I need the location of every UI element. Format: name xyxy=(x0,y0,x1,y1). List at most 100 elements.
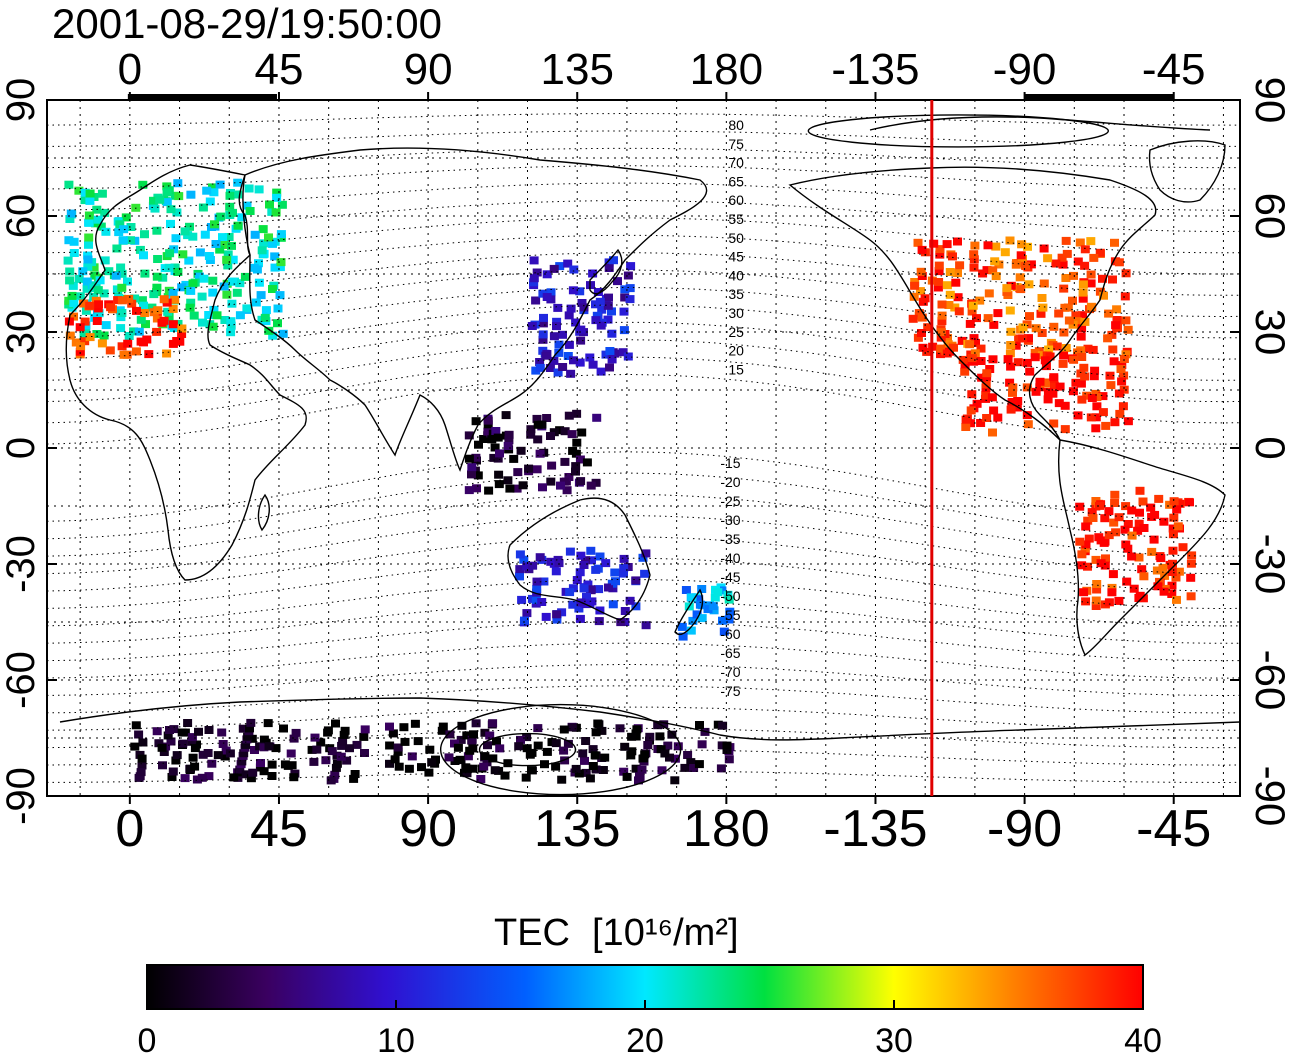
tec-cell-south-america xyxy=(1172,595,1181,604)
tec-cell-north-america xyxy=(908,314,918,323)
tec-cell-australia xyxy=(522,562,532,571)
tec-cell-south-america xyxy=(1077,550,1087,559)
tec-cell-antarctica xyxy=(225,749,235,758)
tec-cell-north-america xyxy=(1016,251,1026,260)
magnetic-latitude-line xyxy=(47,685,1240,714)
magnetic-latitude-line xyxy=(47,493,1240,557)
tec-cell-north-america xyxy=(1036,309,1046,318)
tec-cell-east-asia xyxy=(539,313,548,322)
tec-cell-australia xyxy=(611,577,620,586)
tec-cell-east-asia xyxy=(566,304,576,313)
tec-cell-east-asia xyxy=(531,296,541,305)
tec-cell-east-asia xyxy=(605,347,615,355)
tec-cell-europe xyxy=(140,230,149,239)
tec-cell-antarctica xyxy=(557,775,567,784)
tec-cell-europe xyxy=(259,239,269,248)
tec-cell-north-america xyxy=(1037,351,1047,360)
tec-cell-europe xyxy=(163,307,173,316)
tec-cell-north-america xyxy=(937,300,947,309)
tec-cell-europe xyxy=(215,180,225,189)
tec-cell-antarctica xyxy=(237,757,247,766)
magnetic-latitude-line xyxy=(47,706,1240,731)
tec-cell-north-america xyxy=(989,320,999,329)
tec-cell-antarctica xyxy=(717,741,727,750)
tec-cell-central-america xyxy=(1114,389,1124,398)
tec-cell-north-america xyxy=(1030,349,1040,357)
tec-cell-north-america xyxy=(1006,341,1016,349)
tec-cell-south-america xyxy=(1169,497,1179,506)
tec-cell-europe xyxy=(80,188,90,197)
tec-cell-australia xyxy=(520,616,529,625)
tec-cell-central-america xyxy=(1031,387,1041,396)
tec-cell-north-africa xyxy=(97,339,107,348)
tec-cell-south-america xyxy=(1187,551,1197,560)
tec-cell-europe xyxy=(69,299,79,308)
tec-cell-north-africa xyxy=(123,339,133,348)
tec-cell-europe xyxy=(89,263,99,272)
tec-cell-europe xyxy=(224,233,234,241)
tec-cell-north-america xyxy=(918,343,928,352)
tec-cell-south-america xyxy=(1075,502,1085,511)
tec-cell-antarctica xyxy=(457,721,467,730)
tec-cell-central-america xyxy=(1013,397,1023,405)
tec-cell-south-america xyxy=(1108,570,1118,579)
tec-cell-indonesia xyxy=(471,453,481,462)
tec-cell-antarctica xyxy=(323,728,333,737)
tec-cell-europe xyxy=(211,240,221,248)
bottom-axis-label: -45 xyxy=(1136,800,1211,858)
top-axis-label: 135 xyxy=(541,45,614,94)
mag-lat-label: -25 xyxy=(720,493,740,509)
tec-cell-north-africa xyxy=(79,299,89,308)
tec-cell-antarctica xyxy=(259,743,269,752)
tec-cell-central-america xyxy=(1006,362,1016,371)
tec-cell-europe xyxy=(197,292,207,301)
tec-cell-europe xyxy=(260,313,270,322)
tec-cell-australia xyxy=(601,559,611,568)
tec-cell-north-america xyxy=(913,238,923,247)
right-axis-label: 60 xyxy=(1247,193,1292,240)
tec-cell-north-america xyxy=(1031,324,1041,333)
tec-cell-europe xyxy=(270,263,280,272)
tec-cell-north-africa xyxy=(92,317,102,325)
tec-cell-central-america xyxy=(1003,355,1013,364)
tec-cell-europe xyxy=(244,184,254,193)
tec-cell-north-america xyxy=(1024,334,1033,343)
tec-cell-europe xyxy=(200,230,210,239)
tec-cell-antarctica xyxy=(522,744,532,753)
magnetic-latitude-labels: 80 75 70 65 60 55 50 45 40 35 30 25 20 15 -15 -20 -25 -30… xyxy=(720,117,744,699)
tec-cell-europe xyxy=(198,318,207,327)
tec-cell-europe xyxy=(204,311,214,319)
tec-cell-central-america xyxy=(1049,419,1059,428)
tec-cell-europe xyxy=(212,311,222,320)
tec-cell-north-america xyxy=(1080,317,1090,326)
tec-cell-north-america xyxy=(1069,271,1078,280)
tec-cell-north-america xyxy=(1080,245,1090,254)
tec-cell-indonesia xyxy=(479,435,489,443)
tec-cell-north-america xyxy=(934,267,944,276)
tec-cell-europe xyxy=(165,249,175,258)
tec-cell-north-america xyxy=(929,239,939,248)
tec-cell-europe xyxy=(186,190,196,199)
tec-cell-antarctica xyxy=(166,737,176,746)
tec-cell-antarctica xyxy=(514,742,524,751)
mag-lat-label: 65 xyxy=(728,173,744,189)
tec-cell-antarctica xyxy=(247,734,257,743)
tec-cell-australia xyxy=(565,588,575,597)
tec-cell-central-america xyxy=(1090,366,1100,375)
tec-cell-indonesia xyxy=(505,484,515,493)
tec-cell-north-africa xyxy=(106,303,116,312)
tec-cell-south-america xyxy=(1174,567,1184,576)
top-axis-label: 45 xyxy=(254,45,303,94)
tec-cell-central-america xyxy=(981,391,991,400)
tec-cell-europe xyxy=(208,276,218,285)
tec-cell-east-asia xyxy=(575,287,585,296)
tec-cell-antarctica xyxy=(204,726,214,734)
tec-cell-antarctica xyxy=(542,747,552,756)
tec-cell-indonesia xyxy=(592,413,602,422)
tec-cell-europe xyxy=(271,208,281,217)
tec-cell-south-america xyxy=(1091,602,1101,610)
tec-cell-indonesia xyxy=(516,446,526,455)
top-axis-label: -45 xyxy=(1142,45,1206,94)
tec-cell-south-america xyxy=(1127,506,1137,515)
tec-cell-europe xyxy=(152,226,162,235)
